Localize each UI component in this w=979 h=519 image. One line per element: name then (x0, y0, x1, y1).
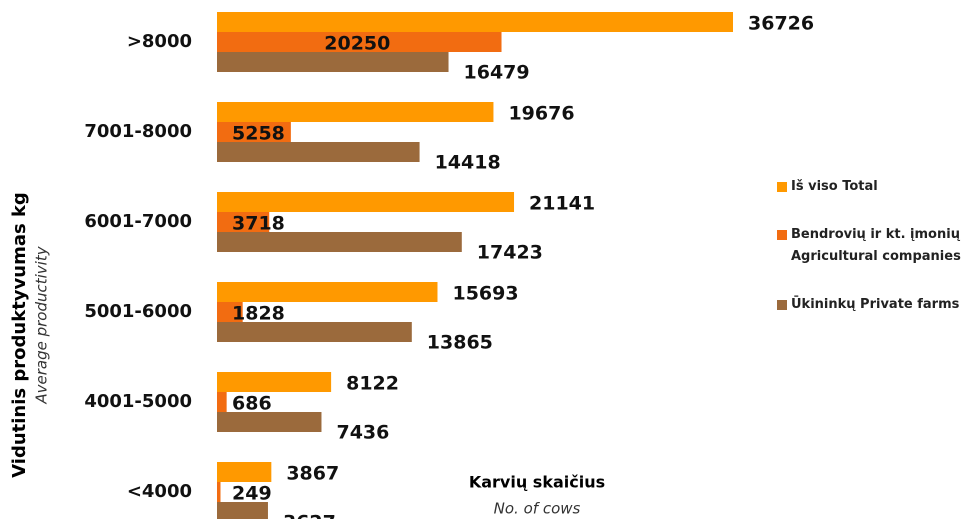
bar (217, 192, 515, 212)
data-label: 5258 (232, 123, 285, 145)
data-label: 15693 (452, 283, 518, 305)
legend-label: Ūkininkų Private farms (791, 297, 960, 312)
bar (217, 322, 412, 342)
bar (217, 482, 221, 502)
bar (217, 412, 322, 432)
data-label: 19676 (508, 103, 574, 125)
data-label: 14418 (435, 152, 501, 174)
legend-label: Iš viso Total (791, 179, 878, 194)
legend: Iš viso Total Bendrovių ir kt. įmonių Agr… (777, 176, 979, 342)
category-label: 7001-8000 (84, 121, 192, 142)
bar (217, 372, 332, 392)
data-label: 20250 (324, 33, 390, 55)
bar (217, 142, 420, 162)
bar (217, 232, 462, 252)
data-label: 17423 (477, 242, 543, 264)
legend-item: Ūkininkų Private farms (777, 294, 979, 316)
data-label: 3627 (283, 512, 336, 519)
data-label: 686 (232, 393, 272, 415)
category-label: >8000 (127, 31, 192, 52)
bar (217, 52, 449, 72)
bar (217, 212, 270, 232)
legend-swatch (777, 300, 787, 310)
category-label: 4001-5000 (84, 391, 192, 412)
data-label: 16479 (464, 62, 530, 84)
bar (217, 12, 733, 32)
legend-label: Bendrovių ir kt. įmonių Agricultural com… (791, 227, 961, 264)
data-label: 13865 (427, 332, 493, 354)
bar (217, 302, 243, 322)
data-label: 7436 (336, 422, 389, 444)
data-label: 21141 (529, 193, 595, 215)
data-label: 36726 (748, 13, 814, 35)
bar (217, 32, 502, 52)
bar (217, 282, 438, 302)
data-label: 8122 (346, 373, 399, 395)
category-label: 5001-6000 (84, 301, 192, 322)
data-label: 3867 (286, 463, 339, 485)
data-label: 249 (232, 483, 272, 505)
bar (217, 122, 291, 142)
category-label: 6001-7000 (84, 211, 192, 232)
data-label: 3718 (232, 213, 285, 235)
bar (217, 102, 494, 122)
bar (217, 462, 272, 482)
data-label: 1828 (232, 303, 285, 325)
bar (217, 392, 227, 412)
legend-swatch (777, 230, 787, 240)
y-axis-label: Vidutinis produktyvumas kg (9, 192, 30, 478)
bar (217, 502, 268, 519)
x-axis-sublabel: No. of cows (494, 500, 581, 518)
legend-swatch (777, 182, 787, 192)
legend-item: Iš viso Total (777, 176, 979, 198)
category-label: <4000 (127, 481, 192, 502)
y-axis-sublabel: Average productivity (33, 245, 51, 404)
x-axis-label: Karvių skaičius (469, 473, 605, 492)
legend-item: Bendrovių ir kt. įmonių Agricultural com… (777, 224, 979, 268)
